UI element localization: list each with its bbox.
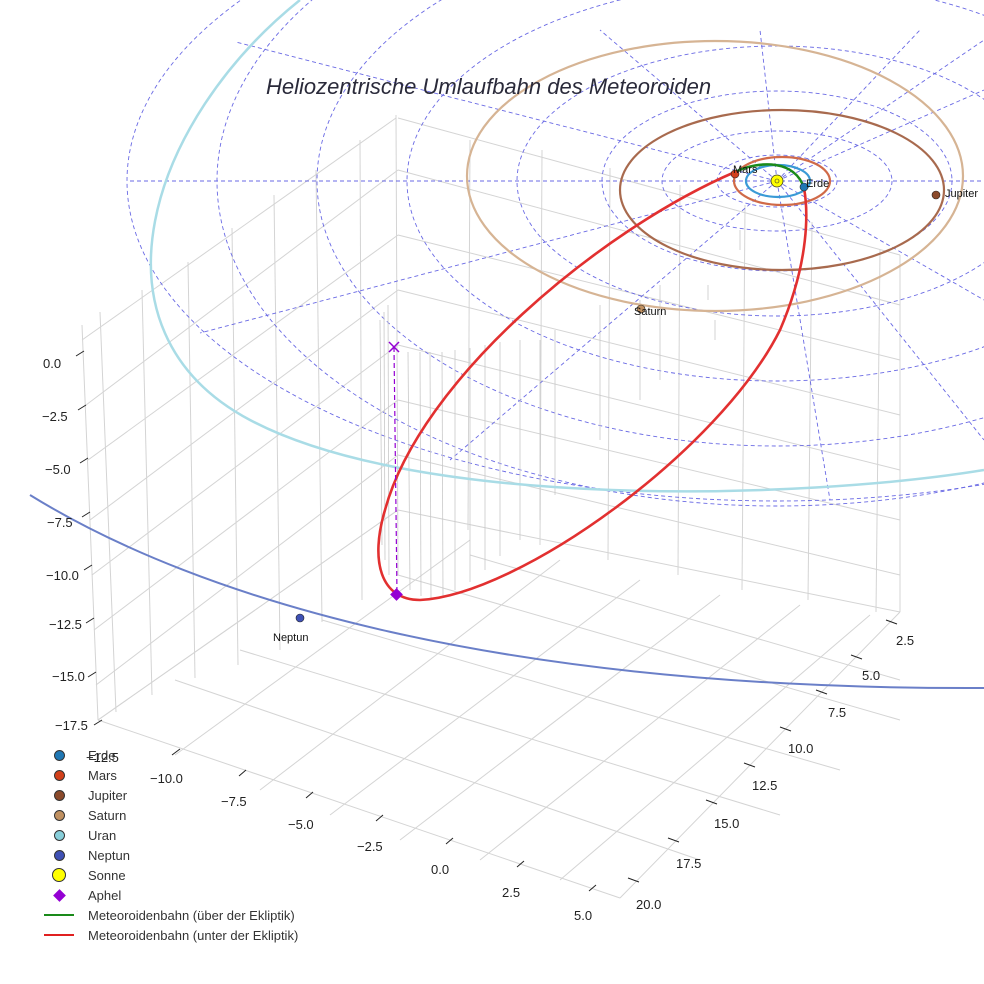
y-tick: 10.0 (788, 741, 814, 756)
label-jupiter: Jupiter (945, 188, 979, 200)
x-tick: −5.0 (288, 817, 314, 832)
legend-item-uran[interactable]: Uran (30, 825, 298, 845)
legend-label: Saturn (88, 807, 127, 823)
orbit-jupiter (618, 108, 946, 272)
legend-item-above-ecliptic[interactable]: Meteoroidenbahn (über der Ekliptik) (30, 905, 298, 925)
planet-erde (799, 182, 809, 192)
sun-center (774, 178, 780, 184)
legend-item-below-ecliptic[interactable]: Meteoroidenbahn (unter der Ekliptik) (30, 925, 298, 945)
planet-mars (730, 169, 740, 179)
y-tick: 20.0 (636, 897, 662, 912)
erde-dot-icon (53, 749, 65, 761)
z-tick: −10.0 (46, 568, 79, 583)
planet-saturn (636, 304, 646, 314)
y-tick: 15.0 (714, 816, 740, 831)
legend-item-neptun[interactable]: Neptun (30, 845, 298, 865)
y-tick: 2.5 (896, 633, 915, 648)
legend-label: Meteoroidenbahn (unter der Ekliptik) (88, 927, 299, 943)
meteoroid-above-ecliptic (734, 163, 806, 189)
legend-label: Mars (88, 767, 117, 783)
label-saturn: Saturn (634, 306, 667, 318)
legend-item-mars[interactable]: Mars (30, 765, 298, 785)
orbit-saturn (465, 39, 965, 313)
orbit-mars (732, 155, 832, 207)
legend-label: Erde (88, 747, 116, 763)
diamond-icon (52, 888, 66, 902)
legend-label: Neptun (88, 847, 130, 863)
meteoroid-below-ecliptic (377, 170, 808, 602)
orbit-neptun (29, 494, 984, 690)
planet-jupiter (931, 190, 941, 200)
legend-label: Jupiter (88, 787, 128, 803)
jupiter-dot-icon (53, 789, 65, 801)
y-tick: 7.5 (828, 705, 847, 720)
tick-marks (75, 350, 898, 892)
legend-item-erde[interactable]: Erde (30, 745, 298, 765)
green-line-icon (44, 914, 74, 916)
saturn-dot-icon (53, 809, 65, 821)
sun (770, 174, 784, 188)
x-tick: 2.5 (502, 885, 521, 900)
z-tick: −2.5 (42, 409, 68, 424)
chart-title: Heliozentrische Umlaufbahn des Meteoroid… (266, 74, 712, 99)
z-tick: −5.0 (45, 462, 71, 477)
legend-item-aphel[interactable]: Aphel (30, 885, 298, 905)
z-tick: −17.5 (55, 718, 88, 733)
z-tick: −15.0 (52, 669, 85, 684)
label-erde: Erde (806, 178, 830, 190)
legend: Erde Mars Jupiter Saturn Uran Neptun Son… (30, 745, 298, 945)
y-tick: 17.5 (676, 856, 702, 871)
legend-item-sonne[interactable]: Sonne (30, 865, 298, 885)
orbits (29, 0, 984, 690)
x-tick: −7.5 (221, 794, 247, 809)
x-tick: −2.5 (357, 839, 383, 854)
sun-icon (52, 868, 66, 882)
x-tick: −12.5 (86, 750, 119, 765)
legend-label: Aphel (88, 887, 122, 903)
label-neptun: Neptun (273, 632, 309, 644)
legend-item-jupiter[interactable]: Jupiter (30, 785, 298, 805)
mars-dot-icon (53, 769, 65, 781)
orbit-uran (149, 0, 984, 493)
y-tick: 12.5 (752, 778, 778, 793)
legend-label: Uran (88, 827, 117, 843)
uran-dot-icon (53, 829, 65, 841)
meteoroid-orbit (377, 163, 808, 602)
x-tick: 0.0 (431, 862, 450, 877)
x-tick: 5.0 (574, 908, 593, 923)
label-mars: Mars (733, 164, 758, 176)
legend-label: Meteoroidenbahn (über der Ekliptik) (88, 907, 295, 923)
z-tick: −7.5 (47, 515, 73, 530)
planet-neptun (295, 613, 305, 623)
y-tick: 5.0 (862, 668, 881, 683)
z-tick: −12.5 (49, 617, 82, 632)
red-line-icon (44, 934, 74, 936)
neptun-dot-icon (53, 849, 65, 861)
aphel-projection-marker (388, 341, 400, 353)
x-tick: −10.0 (150, 771, 183, 786)
z-tick: 0.0 (43, 356, 62, 371)
legend-item-saturn[interactable]: Saturn (30, 805, 298, 825)
legend-label: Sonne (88, 867, 126, 883)
aphel-projection-line (393, 346, 398, 595)
